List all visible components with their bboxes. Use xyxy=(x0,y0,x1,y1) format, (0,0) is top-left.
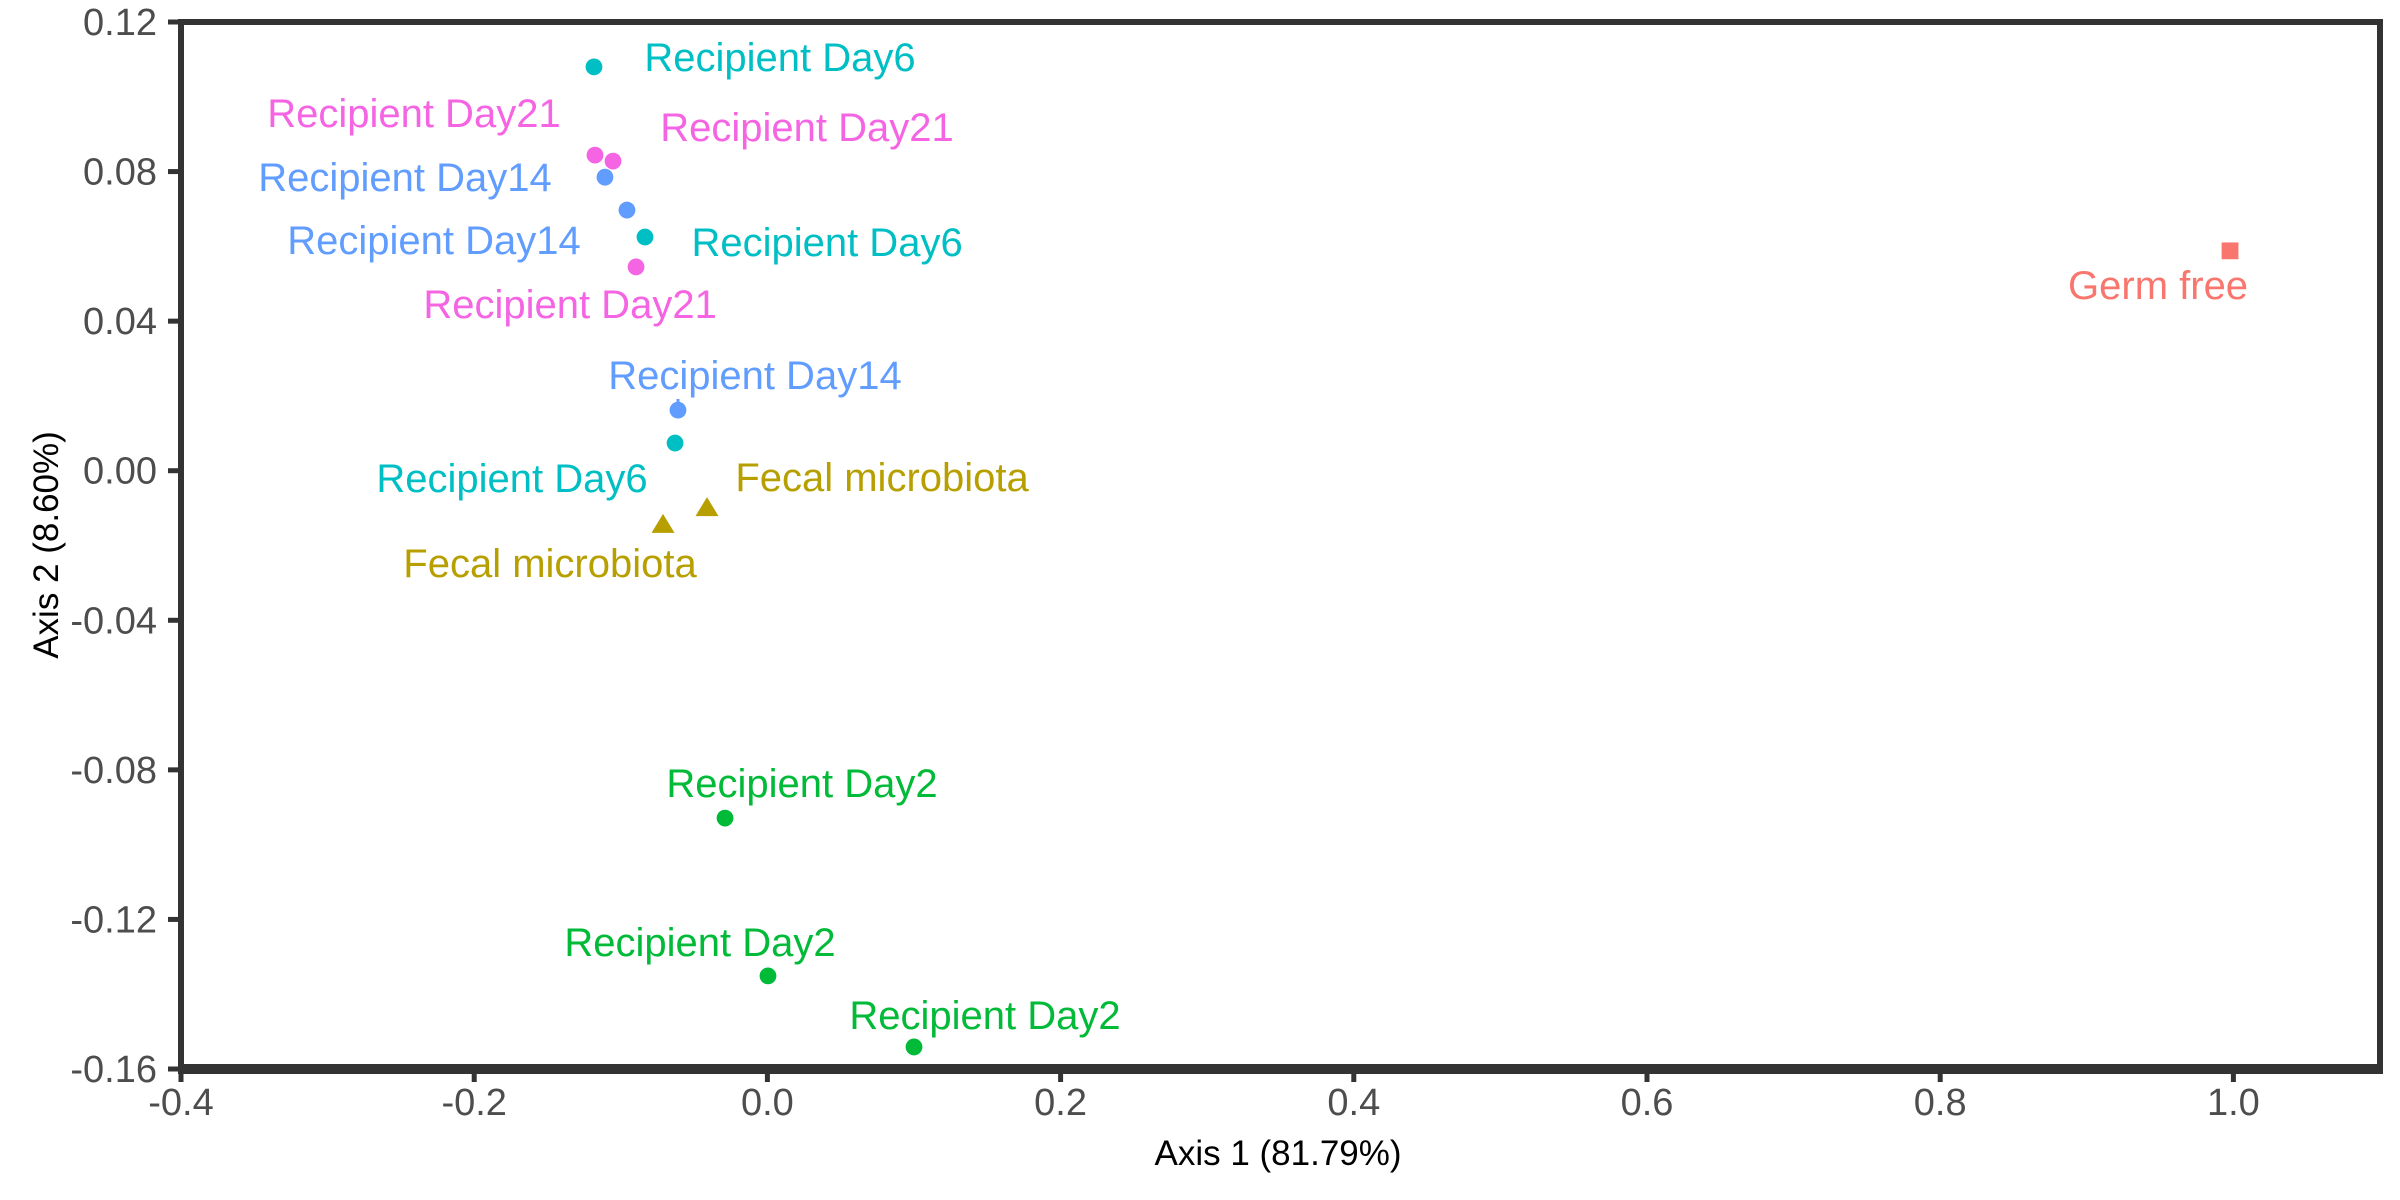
point-label: Recipient Day21 xyxy=(267,92,561,136)
data-point xyxy=(695,497,719,517)
point-label: Recipient Day14 xyxy=(258,156,552,200)
data-point xyxy=(666,434,684,452)
point-label: Fecal microbiota xyxy=(735,456,1029,500)
data-point xyxy=(716,809,734,827)
x-tick-label: 0.8 xyxy=(1914,1082,1967,1124)
data-point xyxy=(627,258,645,276)
point-labels-layer: Recipient Day6 Recipient Day21 Recipient D… xyxy=(258,36,2248,1038)
point-label: Recipient Day6 xyxy=(691,221,962,265)
point-label: Recipient Day6 xyxy=(644,36,915,80)
data-point xyxy=(618,201,636,219)
panel-layer xyxy=(178,19,2383,1074)
point-label: Recipient Day2 xyxy=(849,994,1120,1038)
y-tick-label: 0.08 xyxy=(83,152,157,194)
x-tick-label: 1.0 xyxy=(2207,1082,2260,1124)
y-tick-label: -0.08 xyxy=(70,750,157,792)
point-label: Recipient Day2 xyxy=(666,762,937,806)
data-point xyxy=(759,967,777,985)
data-point xyxy=(636,228,654,246)
y-axis-title: Axis 2 (8.60%) xyxy=(27,431,66,659)
x-tick-label: 0.6 xyxy=(1621,1082,1674,1124)
data-points-layer xyxy=(585,58,2239,1056)
x-tick-label: -0.4 xyxy=(148,1082,213,1124)
point-label: Recipient Day14 xyxy=(287,219,581,263)
point-label: Recipient Day21 xyxy=(423,283,717,327)
data-point xyxy=(604,152,622,170)
x-tick-label: 0.4 xyxy=(1327,1082,1380,1124)
x-axis-title: Axis 1 (81.79%) xyxy=(1154,1134,1401,1173)
y-tick-label: -0.12 xyxy=(70,899,157,941)
point-label: Recipient Day14 xyxy=(608,354,902,398)
data-point xyxy=(2221,242,2239,260)
point-label: Recipient Day6 xyxy=(376,457,647,501)
data-point xyxy=(905,1038,923,1056)
point-label: Recipient Day21 xyxy=(660,106,954,150)
data-point xyxy=(596,168,614,186)
y-tick-label: 0.12 xyxy=(83,2,157,44)
y-tick-label: -0.16 xyxy=(70,1049,157,1091)
data-point xyxy=(669,401,687,419)
x-tick-label: 0.2 xyxy=(1034,1082,1087,1124)
x-tick-label: 0.0 xyxy=(741,1082,794,1124)
data-point xyxy=(651,513,675,533)
data-point xyxy=(586,146,604,164)
point-label: Fecal microbiota xyxy=(403,542,697,586)
y-tick-label: -0.04 xyxy=(70,600,157,642)
y-tick-label: 0.00 xyxy=(83,451,157,493)
data-point xyxy=(585,58,603,76)
point-label: Recipient Day2 xyxy=(564,921,835,965)
x-tick-label: -0.2 xyxy=(441,1082,506,1124)
y-tick-label: 0.04 xyxy=(83,301,157,343)
point-label: Germ free xyxy=(2068,264,2248,308)
axis-layer: -0.4 -0.2 0.0 0.2 0.4 0.6 0.8 1.0 0.12 0.08 0.04 0.… xyxy=(70,2,2259,1124)
